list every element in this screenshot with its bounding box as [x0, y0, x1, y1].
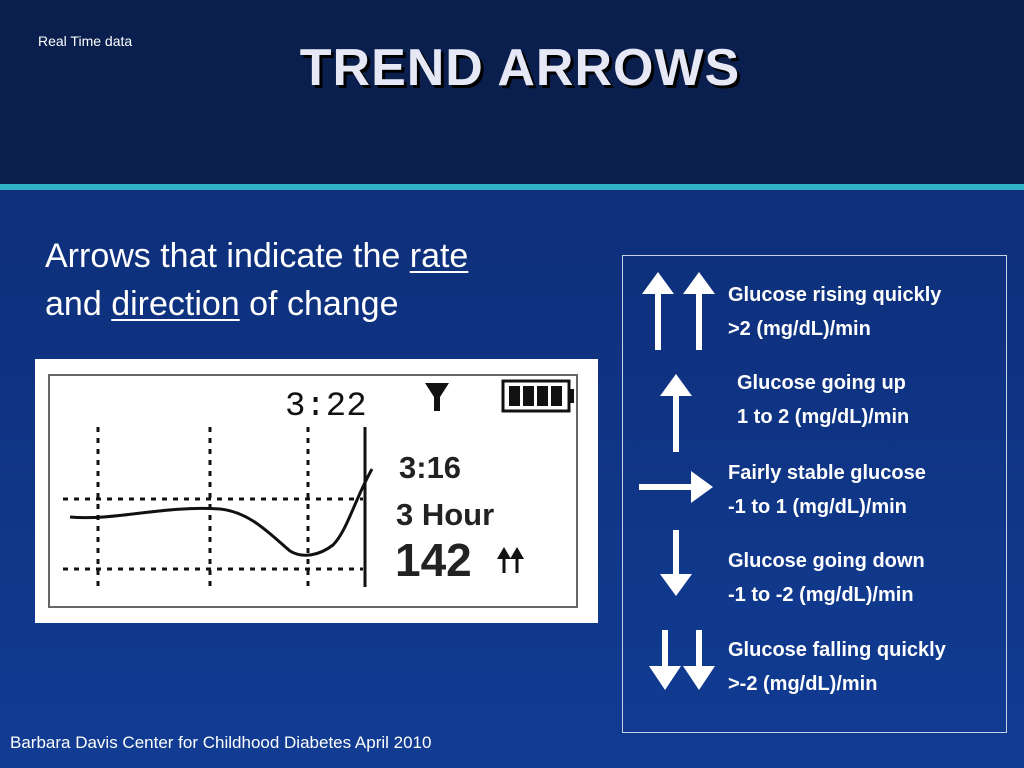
- legend-rate: >-2 (mg/dL)/min: [728, 673, 878, 695]
- intro-line-1: Arrows that indicate the rate: [45, 232, 468, 280]
- down-arrow-icon: [660, 530, 692, 596]
- legend-title: Glucose going down: [728, 550, 925, 572]
- trend-arrow-legend: Glucose rising quickly >2 (mg/dL)/min Gl…: [622, 255, 1007, 733]
- intro-text: Arrows that indicate the rate and direct…: [45, 232, 468, 328]
- legend-rate: 1 to 2 (mg/dL)/min: [737, 406, 910, 428]
- glucose-value: 142: [395, 534, 472, 586]
- legend-row-going-down: Glucose going down -1 to -2 (mg/dL)/min: [623, 528, 1008, 608]
- legend-rate: -1 to 1 (mg/dL)/min: [728, 496, 907, 518]
- legend-row-stable: Fairly stable glucose -1 to 1 (mg/dL)/mi…: [623, 456, 1008, 536]
- intro-line-2-prefix: and: [45, 285, 112, 323]
- double-up-arrow-icon: [642, 272, 715, 350]
- legend-row-falling-quickly: Glucose falling quickly >-2 (mg/dL)/min: [623, 628, 1008, 708]
- legend-title: Glucose going up: [737, 372, 906, 394]
- intro-line-2-suffix: of change: [239, 285, 399, 323]
- lcd-frame: [48, 374, 578, 608]
- legend-rate: >2 (mg/dL)/min: [728, 318, 871, 340]
- corner-label: Real Time data: [38, 33, 133, 49]
- intro-rate-word: rate: [409, 237, 469, 275]
- double-down-arrow-icon: [649, 630, 715, 690]
- legend-row-rising-quickly: Glucose rising quickly >2 (mg/dL)/min: [623, 268, 1008, 350]
- legend-row-going-up: Glucose going up 1 to 2 (mg/dL)/min: [623, 366, 1008, 452]
- up-arrow-icon: [660, 374, 692, 452]
- legend-title: Glucose rising quickly: [728, 284, 942, 306]
- title-band: [0, 0, 1024, 184]
- glucose-trace: [69, 468, 374, 557]
- legend-title: Glucose falling quickly: [728, 639, 946, 661]
- legend-title: Fairly stable glucose: [728, 462, 926, 484]
- intro-line-2: and direction of change: [45, 280, 468, 328]
- cursor-time: 3:16: [399, 450, 461, 485]
- signal-icon: [425, 383, 449, 411]
- legend-rate: -1 to -2 (mg/dL)/min: [728, 584, 914, 606]
- double-up-arrow-icon: [497, 547, 524, 573]
- intro-line-1-prefix: Arrows that indicate the: [45, 237, 410, 275]
- header-divider: [0, 184, 1024, 190]
- intro-direction-word: direction: [111, 285, 240, 323]
- device-clock: 3:22: [285, 388, 367, 426]
- right-arrow-icon: [639, 471, 713, 503]
- range-label: 3 Hour: [396, 497, 494, 532]
- cgm-device-screen: 3:22 3:16 3 Hour 142: [35, 359, 598, 623]
- slide-title: TREND ARROWS: [299, 39, 741, 97]
- battery-icon: [501, 379, 574, 413]
- footer-credit: Barbara Davis Center for Childhood Diabe…: [10, 733, 432, 752]
